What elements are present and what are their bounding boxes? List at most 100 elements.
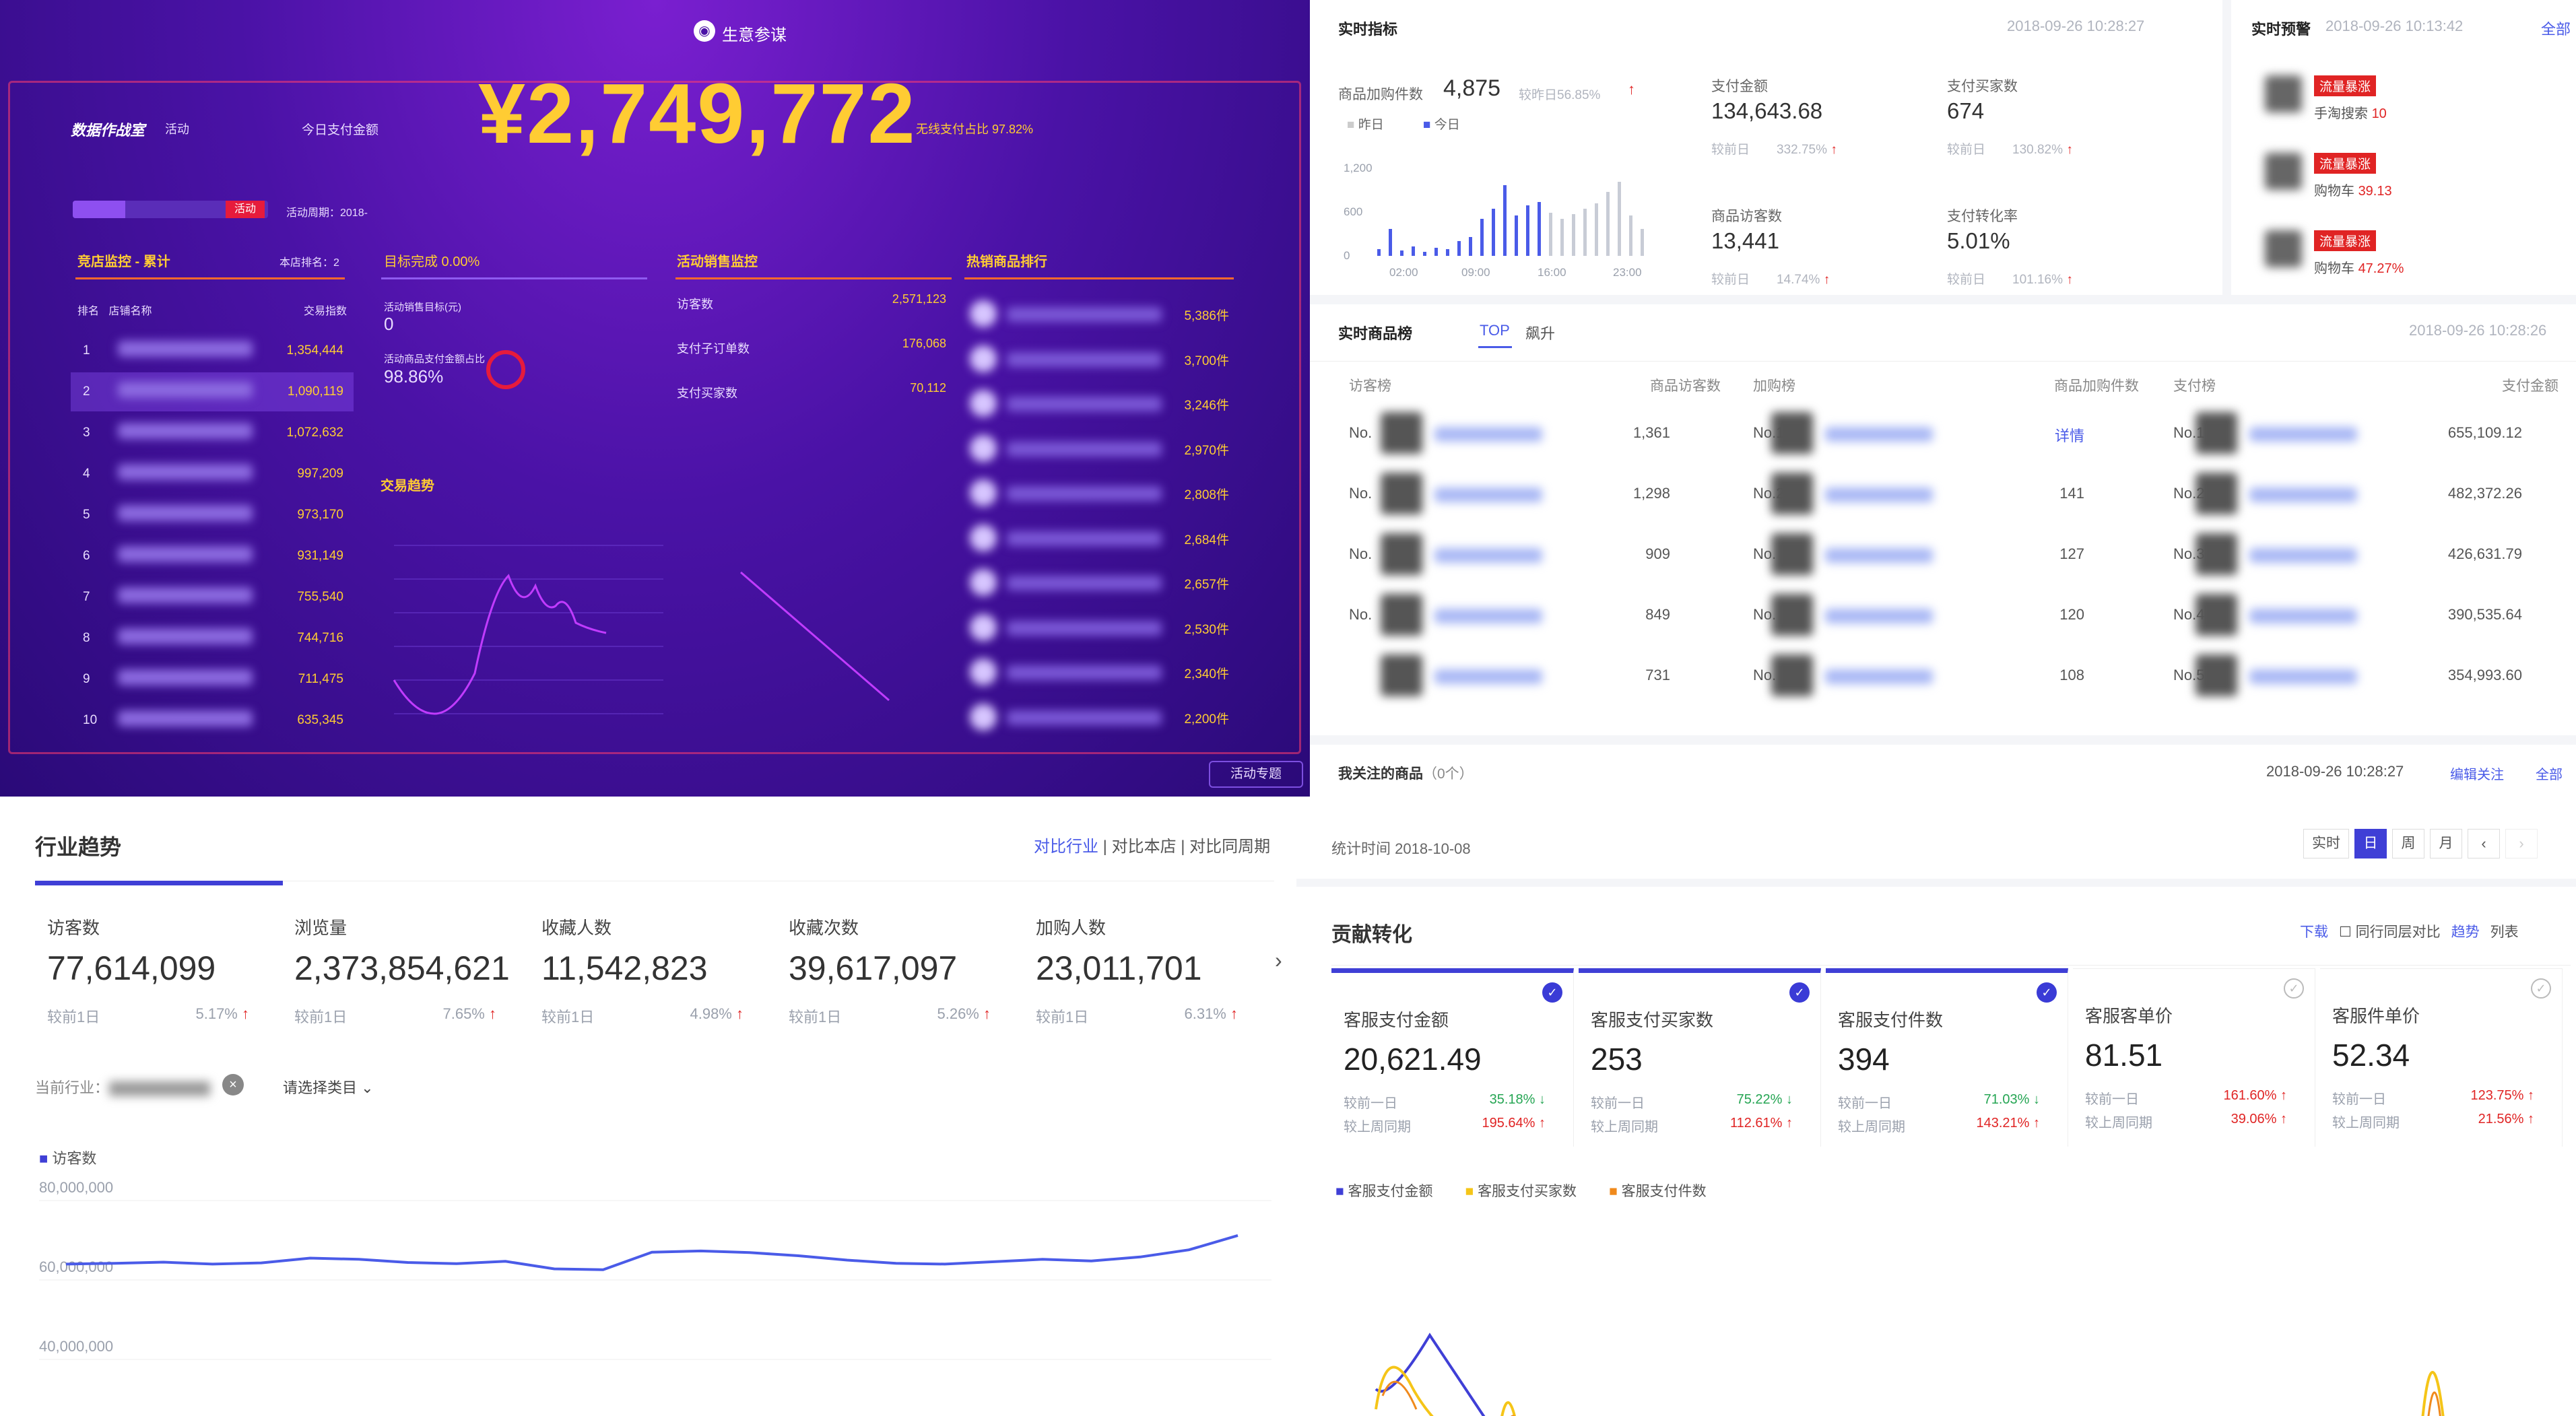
next-arrow-icon[interactable]: ›: [1275, 948, 1282, 972]
product-name: [1007, 307, 1162, 322]
alert-all-link[interactable]: 全部: [2541, 21, 2571, 38]
kpi-name: 访客数: [47, 918, 100, 938]
goods-row[interactable]: No. 1,361 No.1 详情 No.1 655,109.12: [1310, 404, 2576, 465]
clear-icon[interactable]: ×: [222, 1074, 244, 1095]
product-name: [2249, 548, 2357, 563]
hot-product-row[interactable]: 3,700件: [966, 337, 1236, 380]
tab-top[interactable]: TOP: [1480, 322, 1510, 339]
kpi-name: 客服件单价: [2332, 1006, 2420, 1026]
hot-product-row[interactable]: 2,200件: [966, 696, 1236, 739]
edit-follow-link[interactable]: 编辑关注: [2450, 768, 2504, 782]
contribution-kpi[interactable]: ✓ 客服支付金额 20,621.49 较前一日 35.18% ↓ 较上周同期 195.64%…: [1331, 968, 1574, 1147]
visitor-legend: ■ 访客数: [39, 1150, 97, 1167]
kpi-name: 浏览量: [294, 918, 348, 938]
goods-row[interactable]: No. 1,298 No.2 141 No.2 482,372.26: [1310, 465, 2576, 525]
check-icon[interactable]: ✓: [1789, 982, 1810, 1003]
trend-chart: [393, 545, 663, 715]
alert-tag: 流量暴涨: [2314, 230, 2377, 251]
contribution-kpi[interactable]: ✓ 客服客单价 81.51 较前一日 161.60% ↑ 较上周同期 39.06% ↑: [2073, 968, 2315, 1147]
activity-topic-button[interactable]: 活动专题: [1209, 761, 1303, 788]
arrow-up-icon: ↑: [2280, 1088, 2287, 1103]
prev-icon[interactable]: ‹: [2468, 829, 2500, 858]
cart-bar: [1549, 213, 1552, 256]
product-thumb: [1771, 412, 1813, 454]
industry-kpi[interactable]: 收藏次数 39,617,097 较前1日 5.26% ↑: [789, 881, 1031, 1049]
period-week[interactable]: 周: [2392, 829, 2424, 858]
trade-index: 1,354,444: [286, 343, 343, 358]
realtime-panel: 实时指标 2018-09-26 10:28:27 商品加购件数 4,875 较昨…: [1310, 0, 2576, 797]
goods-row[interactable]: 731 No. 108 No.5 354,993.60: [1310, 646, 2576, 707]
check-icon[interactable]: ✓: [2284, 978, 2304, 999]
trend-link[interactable]: 趋势: [2451, 924, 2480, 940]
contribution-kpi[interactable]: ✓ 客服件单价 52.34 较前一日 123.75% ↑ 较上周同期 21.56% ↑: [2320, 968, 2563, 1147]
goods-visitors: 909: [1645, 545, 1670, 562]
hot-product-row[interactable]: 2,808件: [966, 471, 1236, 514]
compare-shop-link[interactable]: 对比本店: [1111, 838, 1177, 856]
alert-text: 手淘搜索 10: [2314, 106, 2387, 121]
check-icon[interactable]: ✓: [2531, 978, 2551, 999]
hot-product-row[interactable]: 2,657件: [966, 561, 1236, 604]
contribution-chart: [1375, 1333, 2445, 1416]
industry-label: 当前行业：: [35, 1076, 211, 1098]
alert-title: 实时预警: [2251, 21, 2311, 38]
shop-name: [118, 546, 253, 562]
peer-compare-checkbox[interactable]: ☐ 同行同层对比: [2339, 924, 2441, 940]
visitor-trend-chart: [39, 1200, 1272, 1360]
contribution-kpi[interactable]: ✓ 客服支付件数 394 较前一日 71.03% ↓ 较上周同期 143.21% ↑: [1826, 968, 2068, 1147]
period-month[interactable]: 月: [2430, 829, 2462, 858]
product-name: [1434, 548, 1542, 563]
hot-product-row[interactable]: 3,246件: [966, 382, 1236, 425]
period-realtime[interactable]: 实时: [2303, 829, 2349, 858]
list-link[interactable]: 列表: [2490, 924, 2519, 940]
goods-row[interactable]: No. 849 No. 120 No.4 390,535.64: [1310, 586, 2576, 646]
arrow-up-icon: ↑: [2280, 1112, 2287, 1126]
x-tick: 23:00: [1613, 266, 1642, 279]
legend-item[interactable]: ■ 客服支付买家数: [1465, 1184, 1577, 1199]
trend-title: 交易趋势: [381, 479, 434, 494]
product-name: [1825, 669, 1933, 684]
compare-industry-link[interactable]: 对比行业: [1034, 838, 1098, 856]
product-name: [2249, 669, 2357, 684]
download-link[interactable]: 下载: [2300, 924, 2328, 940]
metric-label: 支付转化率: [1947, 209, 2018, 224]
y-tick: 40,000,000: [39, 1338, 114, 1355]
hot-product-row[interactable]: 2,530件: [966, 606, 1236, 649]
legend-item[interactable]: ■ 客服支付件数: [1609, 1184, 1707, 1199]
sales-count: 2,808件: [1184, 488, 1229, 502]
product-name: [1434, 609, 1542, 623]
alert-tag: 流量暴涨: [2314, 75, 2377, 96]
check-icon[interactable]: ✓: [2037, 982, 2057, 1003]
period-day[interactable]: 日: [2354, 829, 2387, 858]
activity-monitor-title: 活动销售监控: [677, 255, 758, 269]
tab-rising[interactable]: 飙升: [1525, 325, 1556, 342]
logo-icon: ◉: [694, 20, 715, 42]
product-thumb: [970, 300, 997, 327]
hot-product-row[interactable]: 2,684件: [966, 516, 1236, 560]
follow-all-link[interactable]: 全部: [2536, 768, 2563, 782]
legend-item[interactable]: ■ 客服支付金额: [1335, 1184, 1433, 1199]
industry-kpi[interactable]: 浏览量 2,373,854,621 较前1日 7.65% ↑: [294, 881, 537, 1049]
activity-chart: [740, 571, 890, 702]
realtime-metrics-card: 实时指标 2018-09-26 10:28:27 商品加购件数 4,875 较昨…: [1310, 0, 2222, 295]
col-visitors: 商品访客数: [1650, 378, 1721, 394]
hot-product-row[interactable]: 5,386件: [966, 292, 1236, 335]
product-thumb: [1381, 654, 1422, 696]
industry-kpi[interactable]: 访客数 77,614,099 较前1日 5.17% ↑: [47, 881, 290, 1049]
legend-yesterday: ■ 昨日: [1347, 118, 1384, 132]
next-icon[interactable]: ›: [2505, 829, 2538, 858]
hot-product-row[interactable]: 2,970件: [966, 427, 1236, 470]
category-select[interactable]: 请选择类目 ⌄: [283, 1079, 374, 1096]
check-icon[interactable]: ✓: [1542, 982, 1562, 1003]
contribution-kpi[interactable]: ✓ 客服支付买家数 253 较前一日 75.22% ↓ 较上周同期 112.61% ↑: [1579, 968, 1821, 1147]
industry-kpi[interactable]: 加购人数 23,011,701 较前1日 6.31% ↑: [1036, 881, 1278, 1049]
compare-period-link[interactable]: 对比同周期: [1189, 838, 1271, 856]
hot-product-row[interactable]: 2,340件: [966, 650, 1236, 694]
goods-cart[interactable]: 详情: [2054, 428, 2084, 444]
cart-bar: [1446, 249, 1449, 256]
arrow-up-icon: ↑: [1230, 1005, 1238, 1022]
cart-bar: [1572, 214, 1575, 256]
industry-kpi[interactable]: 收藏人数 11,542,823 较前1日 4.98% ↑: [541, 881, 784, 1049]
alert-card: 实时预警 2018-09-26 10:13:42 全部 流量暴涨 手淘搜索 10 流…: [2231, 0, 2576, 295]
goods-rank-card: 实时商品榜 TOP 飙升 2018-09-26 10:28:26 访客榜 商品访…: [1310, 304, 2576, 735]
goods-row[interactable]: No. 909 No. 127 No.3 426,631.79: [1310, 525, 2576, 586]
